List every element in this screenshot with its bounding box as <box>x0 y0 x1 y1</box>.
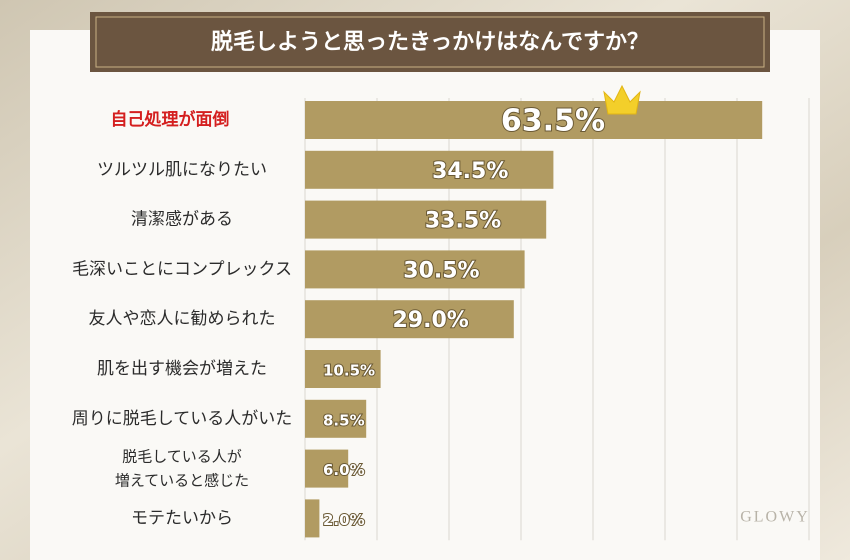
bar <box>305 300 514 339</box>
plot: 自己処理が面倒 63.5% ツルツル肌になりたい 34.5% 清潔感がある 33.5% 毛深… <box>72 98 810 541</box>
bar <box>305 499 320 538</box>
category-label: 脱毛している人が増えていると感じた <box>115 447 249 489</box>
crown-icon <box>603 84 641 115</box>
value-label: 34.5% <box>432 159 508 184</box>
category-label: 清潔感がある <box>131 210 233 230</box>
value-label: 8.5% <box>323 411 365 429</box>
value-label: 63.5% <box>501 104 605 139</box>
value-label: 10.5% <box>323 362 375 380</box>
watermark: GLOWY <box>740 509 810 526</box>
value-label: 30.5% <box>403 258 479 283</box>
value-label: 29.0% <box>392 308 468 333</box>
bar <box>305 399 367 438</box>
title-border <box>95 16 765 68</box>
bar <box>305 250 525 289</box>
category-label: モテたいから <box>131 508 233 528</box>
category-label: 毛深いことにコンプレックス <box>72 259 292 279</box>
bar <box>305 200 547 239</box>
chart-title: 脱毛しようと思ったきっかけはなんですか？ <box>211 30 649 55</box>
category-label: 周りに脱毛している人がいた <box>72 409 293 429</box>
value-label: 6.0% <box>323 461 365 479</box>
category-label: ツルツル肌になりたい <box>97 160 267 180</box>
category-label: 友人や恋人に勧められた <box>89 308 276 329</box>
value-label: 2.0% <box>323 511 365 529</box>
bar <box>305 350 381 388</box>
category-label: 肌を出す機会が増えた <box>97 359 267 379</box>
category-label: 自己処理が面倒 <box>111 109 230 130</box>
bar <box>305 449 349 488</box>
value-label: 33.5% <box>425 209 501 234</box>
title-banner <box>90 12 770 72</box>
bar <box>305 150 554 189</box>
bar <box>305 101 763 139</box>
